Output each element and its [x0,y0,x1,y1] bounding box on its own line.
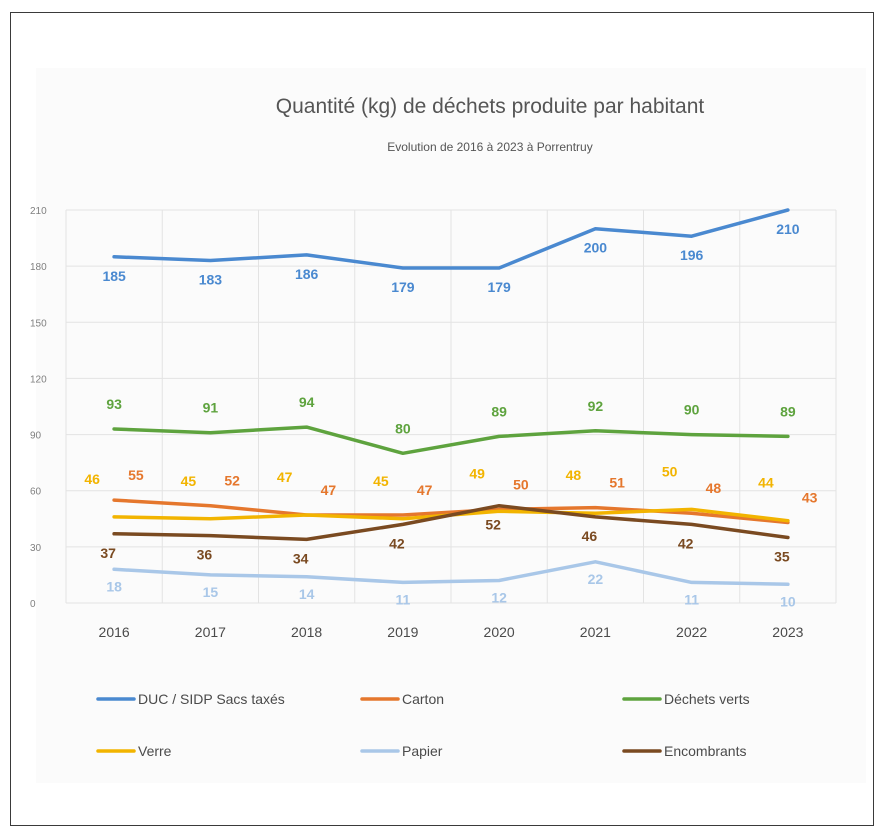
legend-label: DUC / SIDP Sacs taxés [138,691,285,707]
data-label: 11 [395,591,410,607]
data-label: 43 [802,490,818,506]
data-label: 11 [684,591,699,607]
series-line [112,498,790,525]
data-label: 179 [487,279,511,295]
y-tick-label: 120 [30,374,47,385]
y-tick-label: 60 [30,487,42,498]
legend-label: Papier [402,743,443,759]
series-line [112,208,790,270]
legend-label: Déchets verts [664,691,750,707]
data-label: 45 [181,473,197,489]
data-label: 22 [588,571,604,587]
data-label: 42 [678,535,694,551]
y-tick-label: 180 [30,262,47,273]
data-label: 37 [100,545,116,561]
data-label: 92 [588,398,604,414]
data-label: 47 [417,482,433,498]
data-label: 47 [277,469,293,485]
data-label: 89 [491,403,507,419]
data-label: 46 [84,471,100,487]
data-label: 89 [780,403,796,419]
data-label: 45 [373,473,389,489]
data-label: 186 [295,266,319,282]
y-tick-label: 0 [30,599,36,610]
data-label: 52 [485,517,501,533]
data-label: 196 [680,247,704,263]
data-label: 90 [684,402,700,418]
data-label: 94 [299,394,315,410]
data-label: 179 [391,279,415,295]
data-label: 50 [662,463,678,479]
data-label: 46 [582,528,598,544]
x-tick-label: 2017 [195,624,226,640]
series-line [112,503,790,542]
data-label: 200 [584,240,608,256]
chart-subtitle: Evolution de 2016 à 2023 à Porrentruy [387,140,592,154]
x-tick-label: 2021 [580,624,611,640]
x-tick-label: 2022 [676,624,707,640]
data-label: 42 [389,535,405,551]
data-label: 50 [513,476,529,492]
legend-label: Carton [402,691,444,707]
data-label: 14 [299,586,315,602]
legend-label: Encombrants [664,743,746,759]
x-tick-label: 2023 [772,624,803,640]
chart-title: Quantité (kg) de déchets produite par ha… [276,95,705,118]
y-tick-label: 90 [30,431,42,442]
data-label: 91 [203,400,219,416]
y-tick-label: 150 [30,318,47,329]
data-label: 49 [469,465,485,481]
data-label: 210 [776,221,800,237]
data-label: 48 [706,480,722,496]
y-tick-label: 30 [30,543,42,554]
data-label: 36 [197,547,213,563]
y-tick-label: 210 [30,206,47,217]
x-tick-label: 2020 [484,624,515,640]
data-label: 48 [566,467,582,483]
data-label: 183 [199,272,223,288]
data-label: 51 [609,475,625,491]
data-label: 55 [128,467,144,483]
x-tick-label: 2016 [99,624,130,640]
x-tick-label: 2019 [387,624,418,640]
data-label: 52 [224,473,240,489]
x-tick-label: 2018 [291,624,322,640]
data-label: 12 [491,590,507,606]
data-label: 80 [395,420,411,436]
data-label: 93 [106,396,122,412]
data-label: 15 [203,584,219,600]
series-line [112,425,790,456]
data-label: 47 [321,482,337,498]
data-label: 185 [102,268,126,284]
data-label: 44 [758,475,774,491]
series-line [112,560,790,587]
data-label: 34 [293,550,309,566]
legend-label: Verre [138,743,172,759]
data-label: 35 [774,549,790,565]
data-label: 10 [780,593,796,609]
data-label: 18 [106,578,122,594]
